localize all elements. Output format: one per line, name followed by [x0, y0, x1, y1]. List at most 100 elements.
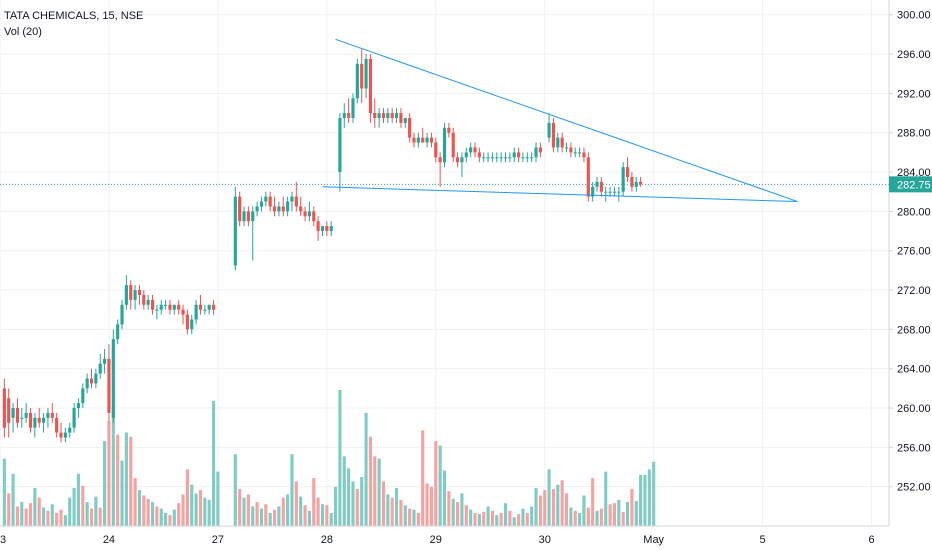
- volume-bar: [172, 509, 176, 526]
- candle-body: [490, 157, 495, 159]
- candle-body: [630, 176, 634, 187]
- candle-body: [15, 408, 20, 423]
- candle-body: [168, 304, 172, 310]
- volume-bar: [129, 436, 133, 526]
- volume-bar: [381, 481, 386, 526]
- candle-body: [129, 285, 133, 300]
- volume-bar: [181, 494, 185, 526]
- volume-bar: [351, 481, 355, 526]
- volume-bar: [11, 473, 15, 526]
- volume-bars: [2, 390, 656, 526]
- volume-bar: [233, 454, 237, 526]
- volume-bar: [599, 508, 603, 526]
- candle-body: [368, 58, 372, 114]
- candle-body: [116, 324, 120, 340]
- last-price-tag-bg: [889, 176, 932, 193]
- volume-bar: [320, 504, 325, 526]
- x-tick-label: 28: [321, 534, 333, 546]
- volume-bar: [377, 458, 381, 526]
- candle-body: [37, 417, 41, 423]
- candle-body: [556, 137, 560, 148]
- volume-bar: [451, 498, 455, 526]
- volume-bar: [37, 497, 41, 526]
- candle-body: [172, 304, 176, 310]
- candle-body: [68, 427, 72, 433]
- candle-body: [530, 157, 534, 159]
- candle-body: [482, 157, 486, 159]
- y-axis-ticks[interactable]: 252.00 256.00 260.00 264.00 268.00 272.00 276.…: [889, 10, 931, 494]
- candle-body: [512, 152, 516, 158]
- trendline-upper: [335, 38, 798, 203]
- candle-body: [120, 304, 124, 325]
- candle-body: [198, 304, 203, 310]
- volume-bar: [28, 503, 33, 526]
- candle-body: [194, 304, 198, 320]
- candle-body: [560, 137, 564, 148]
- grid-lines: [0, 0, 889, 526]
- candle-body: [155, 309, 159, 311]
- candle-body: [360, 63, 364, 89]
- volume-bar: [503, 503, 508, 526]
- candle-body: [246, 211, 250, 222]
- volume-bar: [408, 508, 412, 526]
- x-tick-label: 27: [212, 534, 224, 546]
- candle-body: [612, 191, 617, 193]
- symbol-title[interactable]: TATA CHEMICALS, 15, NSE: [4, 10, 144, 22]
- volume-bar: [386, 494, 390, 526]
- volume-bar: [7, 493, 11, 526]
- volume-bar: [85, 502, 89, 526]
- x-axis-ticks[interactable]: 23 24 27 28 29 30 May 5 6: [0, 534, 875, 546]
- candle-body: [425, 137, 429, 143]
- candle-body: [538, 147, 542, 153]
- y-tick-label: 300.00: [897, 10, 931, 22]
- volume-bar: [412, 509, 416, 526]
- volume-bar: [564, 493, 569, 526]
- volume-bar: [390, 497, 394, 526]
- candle-body: [72, 408, 76, 428]
- candle-body: [442, 127, 447, 163]
- volume-bar: [81, 485, 85, 526]
- candle-body: [373, 113, 377, 118]
- candle-body: [150, 299, 155, 310]
- volume-bar: [177, 503, 181, 526]
- volume-bar: [264, 504, 268, 526]
- volume-bar: [55, 512, 59, 526]
- candle-body: [181, 309, 185, 315]
- volume-bar: [246, 494, 250, 526]
- volume-bar: [24, 508, 28, 526]
- volume-bar: [98, 507, 102, 526]
- volume-bar: [203, 497, 207, 526]
- volume-bar: [438, 445, 442, 526]
- volume-bar: [569, 507, 573, 526]
- volume-bar: [20, 502, 24, 526]
- volume-bar: [107, 421, 111, 526]
- candle-body: [586, 157, 590, 197]
- volume-bar: [473, 512, 477, 526]
- candle-body: [185, 314, 189, 330]
- trendlines[interactable]: [322, 38, 798, 203]
- candle-body: [347, 113, 351, 118]
- volume-bar: [399, 499, 403, 526]
- volume-indicator-label[interactable]: Vol (20): [4, 26, 42, 38]
- volume-bar: [534, 487, 538, 526]
- volume-bar: [538, 495, 542, 526]
- volume-bar: [294, 481, 298, 526]
- candle-body: [146, 299, 150, 305]
- volume-bar: [621, 511, 625, 526]
- volume-bar: [512, 517, 516, 526]
- candle-body: [451, 132, 455, 158]
- volume-bar: [434, 441, 438, 526]
- volume-bar: [517, 514, 521, 526]
- volume-bar: [442, 470, 447, 526]
- candle-body: [137, 290, 142, 295]
- candle-body: [11, 408, 15, 418]
- volume-bar: [207, 499, 211, 526]
- volume-bar: [259, 508, 264, 526]
- volume-bar: [543, 490, 547, 526]
- candle-body: [76, 403, 81, 409]
- candle-body: [85, 378, 89, 389]
- volume-bar: [242, 497, 246, 526]
- x-tick-label: 23: [0, 534, 6, 546]
- volume-bar: [133, 478, 137, 526]
